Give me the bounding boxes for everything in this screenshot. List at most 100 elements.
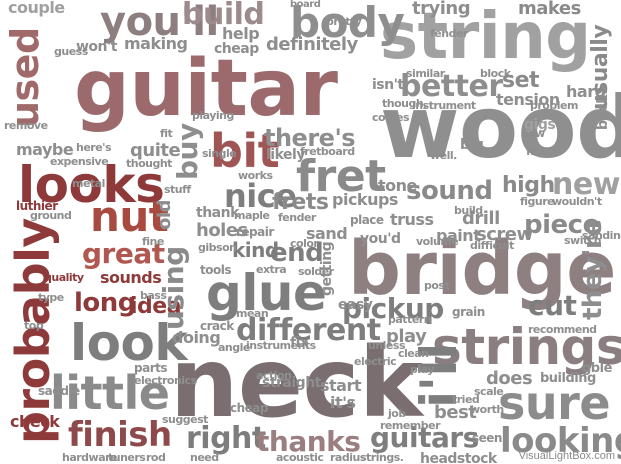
- cloud-word: pickup: [342, 292, 444, 325]
- cloud-word: body: [290, 0, 405, 47]
- cloud-word: extra: [256, 263, 287, 276]
- cloud-word: string: [380, 0, 591, 74]
- cloud-word: saw: [522, 127, 545, 140]
- cloud-word: piece: [524, 210, 600, 240]
- cloud-word: build: [182, 0, 265, 32]
- cloud-word: single: [202, 147, 237, 160]
- cloud-word: stuff: [164, 183, 191, 196]
- cloud-word: buy: [171, 123, 204, 180]
- cloud-word: cut: [528, 289, 577, 322]
- cloud-word: sand: [306, 224, 348, 243]
- cloud-word: building: [540, 371, 596, 386]
- cloud-word: saddle: [38, 384, 80, 398]
- cloud-word: well.: [430, 149, 457, 162]
- cloud-word: bridge: [348, 226, 616, 312]
- cloud-word: start: [320, 376, 362, 395]
- cloud-word: electronics: [134, 374, 197, 387]
- cloud-word: it's: [330, 393, 356, 412]
- cloud-word: rod: [146, 451, 166, 464]
- cloud-word: parts: [134, 361, 167, 375]
- cloud-word: pattern: [388, 313, 432, 326]
- cloud-word: crack: [200, 319, 234, 333]
- cloud-word: strings.: [360, 451, 404, 464]
- cloud-word: luthier: [16, 199, 58, 213]
- cloud-word: help: [222, 24, 260, 43]
- cloud-word: figure: [520, 195, 555, 208]
- watermark-text: VisualLightBox.com: [518, 450, 615, 462]
- cloud-word: block: [480, 67, 511, 80]
- cloud-word: pretty: [326, 15, 362, 28]
- cloud-word: neck: [170, 327, 423, 439]
- cloud-word: thanks: [256, 425, 361, 458]
- cloud-word: pickups: [332, 190, 398, 209]
- cloud-word: fret: [296, 151, 386, 202]
- cloud-word: comes: [372, 111, 410, 124]
- cloud-word: long: [74, 288, 136, 318]
- cloud-word: maybe: [16, 140, 74, 159]
- cloud-word: finish: [68, 415, 172, 455]
- cloud-word: metal: [72, 177, 105, 190]
- cloud-word: recommend: [528, 323, 597, 336]
- cloud-word: there's: [264, 124, 356, 152]
- cloud-word: frets: [272, 190, 329, 215]
- cloud-word: playing: [192, 109, 234, 122]
- cloud-word: look: [70, 314, 188, 372]
- cloud-word: sound: [406, 176, 493, 206]
- cloud-word: likely: [266, 147, 305, 163]
- cloud-word: better: [400, 69, 503, 104]
- cloud-word: works: [238, 169, 273, 182]
- cloud-word: easy: [338, 297, 373, 313]
- cloud-word: back: [595, 94, 611, 130]
- cloud-word: color: [290, 237, 319, 250]
- cloud-word: problem: [530, 99, 578, 112]
- cloud-word: tone: [378, 176, 417, 195]
- cloud-word: doing: [172, 328, 221, 347]
- cloud-word: worth: [470, 403, 504, 416]
- cloud-word: trying: [412, 0, 471, 19]
- cloud-word: used: [3, 27, 47, 128]
- cloud-word: tools: [200, 263, 231, 277]
- cloud-word: screw: [476, 224, 533, 245]
- cloud-word: fit: [160, 127, 173, 140]
- cloud-word: place: [350, 213, 384, 227]
- cloud-word: idea: [130, 294, 182, 319]
- cloud-word: tension: [496, 90, 560, 109]
- cloud-word: headstock: [420, 451, 497, 464]
- cloud-word: definitely: [266, 34, 358, 55]
- cloud-word: grain: [452, 305, 485, 319]
- cloud-word: does: [486, 368, 533, 389]
- cloud-word: scale: [474, 385, 504, 398]
- cloud-word: quality: [44, 271, 84, 284]
- cloud-word: type: [38, 291, 64, 304]
- cloud-word: thought: [126, 157, 172, 170]
- cloud-word: guess: [54, 45, 88, 58]
- cloud-word: won't: [76, 39, 118, 55]
- cloud-word: new: [552, 167, 620, 202]
- cloud-word: suggest: [162, 413, 208, 426]
- cloud-word: radius: [330, 451, 366, 464]
- cloud-word: making: [124, 34, 188, 53]
- cloud-word: remember: [380, 419, 441, 432]
- cloud-word: fix: [290, 335, 309, 351]
- cloud-word: seen: [472, 431, 502, 445]
- cloud-word: ground: [30, 209, 72, 222]
- cloud-word: sounds: [100, 268, 162, 287]
- cloud-word: similar: [406, 67, 445, 80]
- cloud-word: set: [502, 68, 540, 93]
- cloud-word: solder: [298, 265, 334, 278]
- cloud-word: bit: [210, 124, 280, 178]
- cloud-word: quite: [130, 140, 181, 161]
- cloud-word: cheap: [230, 401, 268, 415]
- cloud-word: you'll: [100, 0, 219, 45]
- cloud-word: end: [270, 238, 324, 268]
- cloud-word: nut: [90, 192, 169, 241]
- cloud-word: looks: [18, 156, 165, 214]
- cloud-word: couple: [8, 0, 65, 17]
- cloud-word: paint: [436, 226, 481, 245]
- cloud-word: difficult: [470, 239, 514, 252]
- cloud-word: here's: [76, 141, 112, 154]
- cloud-word: sanding: [582, 229, 621, 242]
- cloud-word: fender: [430, 27, 468, 40]
- cloud-word: play: [386, 326, 427, 347]
